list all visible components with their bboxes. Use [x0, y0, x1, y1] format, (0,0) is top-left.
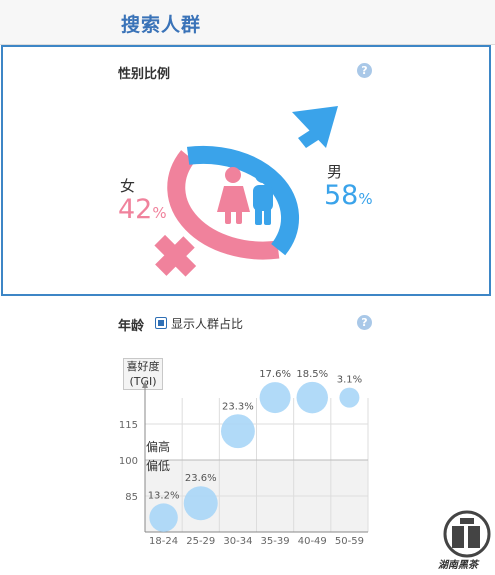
- female-percent: 42%: [118, 194, 167, 225]
- female-symbol-cross-icon: [154, 234, 197, 277]
- tgi-label-line2: (TGI): [129, 375, 157, 388]
- x-tick-label: 30-34: [223, 536, 252, 547]
- x-tick-label: 25-29: [186, 536, 215, 547]
- y-tick-label: 115: [119, 420, 138, 431]
- bubble: [259, 382, 291, 414]
- watermark-logo: [443, 510, 491, 558]
- bubble: [296, 381, 328, 414]
- gender-title: 性别比例: [118, 67, 171, 82]
- y-tick-label: 100: [119, 456, 138, 467]
- female-percent-value: 42: [118, 194, 153, 225]
- x-tick-label: 18-24: [149, 536, 178, 547]
- bubble-data-label: 18.5%: [296, 369, 328, 380]
- y-axis-arrow: [142, 381, 148, 388]
- female-ring-arc: [167, 150, 280, 260]
- low-label: 偏低: [146, 459, 171, 473]
- male-ring-arc: [186, 145, 300, 256]
- female-label: 女: [120, 177, 136, 195]
- age-help-icon[interactable]: ?: [357, 315, 372, 330]
- male-percent: 58%: [324, 180, 373, 211]
- bubble-data-label: 23.3%: [222, 401, 254, 412]
- bubble: [183, 486, 218, 521]
- section-title: 搜索人群: [121, 14, 202, 36]
- watermark-text: 湖南黑茶: [438, 560, 478, 571]
- bubble-data-label: 17.6%: [259, 369, 291, 380]
- tgi-axis-label: 喜好度 (TGI): [123, 358, 163, 390]
- bubble: [149, 503, 178, 532]
- x-tick-label: 35-39: [261, 536, 290, 547]
- x-tick-label: 50-59: [335, 536, 364, 547]
- male-symbol-arrow-icon: [292, 106, 338, 148]
- show-ratio-checkbox[interactable]: [155, 317, 167, 329]
- help-icon[interactable]: ?: [357, 63, 372, 78]
- male-label: 男: [327, 163, 343, 181]
- male-percent-value: 58: [324, 180, 359, 211]
- bubble-data-label: 13.2%: [148, 490, 180, 501]
- male-figure-icon: [253, 167, 273, 225]
- y-tick-label: 85: [125, 492, 138, 503]
- gender-diagram: [154, 106, 338, 277]
- checkbox-mark: [158, 320, 164, 326]
- bubble: [220, 414, 255, 449]
- show-ratio-label[interactable]: 显示人群占比: [171, 317, 244, 331]
- x-tick-label: 40-49: [298, 536, 327, 547]
- section-header: 搜索人群: [0, 0, 495, 45]
- bubble: [339, 387, 360, 408]
- age-title: 年龄: [118, 319, 145, 334]
- high-label: 偏高: [146, 440, 171, 454]
- tgi-label-line1: 喜好度: [126, 360, 160, 373]
- bubble-data-label: 3.1%: [337, 375, 362, 386]
- male-percent-unit: %: [358, 190, 373, 208]
- female-percent-unit: %: [152, 204, 167, 222]
- bubble-data-label: 23.6%: [185, 473, 217, 484]
- female-figure-icon: [217, 167, 250, 224]
